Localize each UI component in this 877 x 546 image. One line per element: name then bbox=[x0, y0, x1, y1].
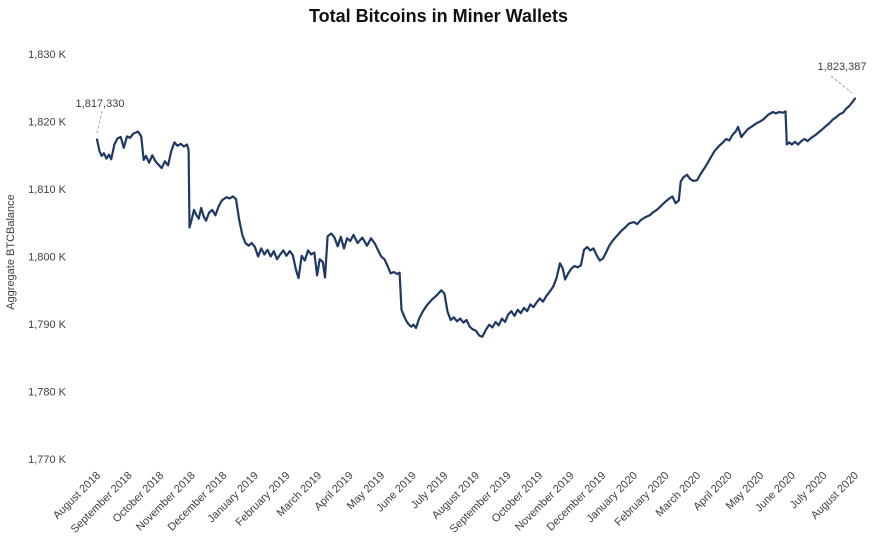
y-tick-label: 1,800 K bbox=[28, 252, 67, 264]
chart-title: Total Bitcoins in Miner Wallets bbox=[308, 6, 569, 26]
y-tick-label: 1,830 K bbox=[28, 49, 67, 61]
annotation-leader-line bbox=[830, 75, 853, 94]
y-tick-label: 1,790 K bbox=[28, 319, 67, 331]
y-tick-label: 1,770 K bbox=[28, 454, 67, 466]
y-tick-label: 1,820 K bbox=[28, 117, 67, 129]
y-tick-label: 1,780 K bbox=[28, 387, 67, 399]
annotation-leader-line bbox=[96, 110, 103, 134]
data-label: 1,823,387 bbox=[818, 61, 867, 73]
data-label: 1,817,330 bbox=[76, 98, 125, 110]
btc-balance-line bbox=[95, 97, 857, 338]
y-tick-label: 1,810 K bbox=[28, 184, 67, 196]
